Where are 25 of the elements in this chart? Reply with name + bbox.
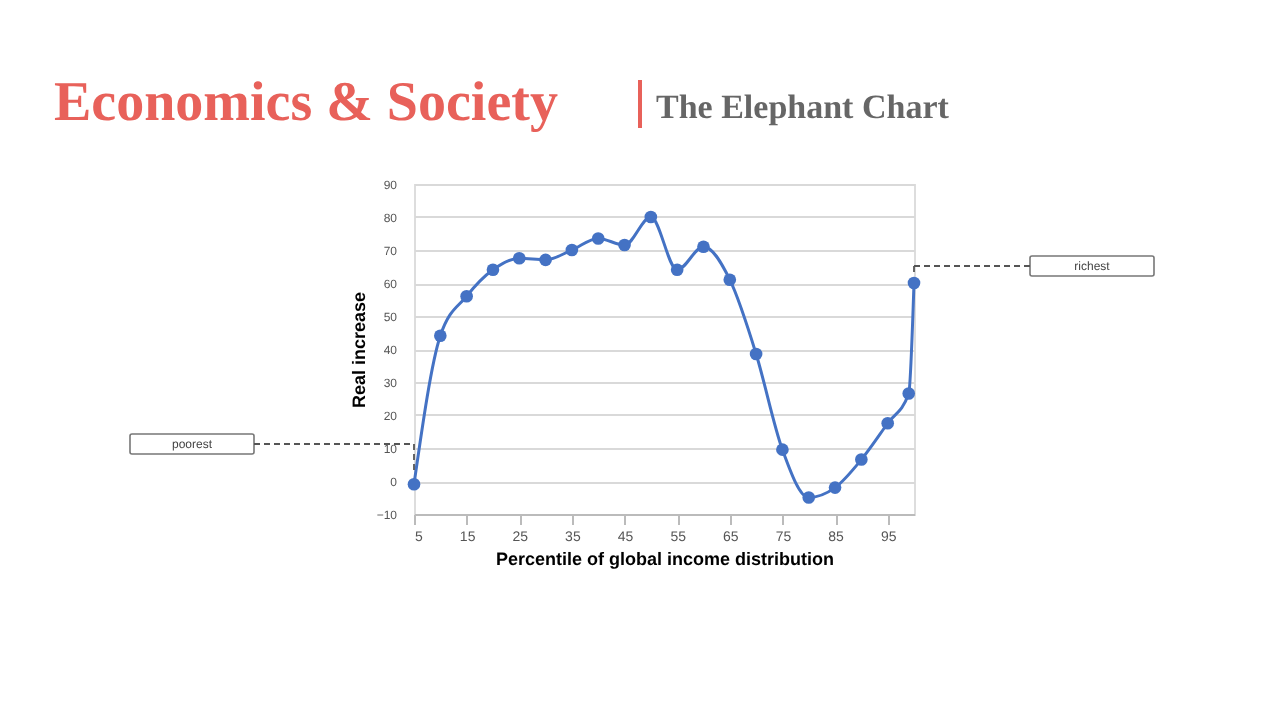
point xyxy=(486,263,500,277)
point xyxy=(565,243,579,257)
point xyxy=(512,251,526,265)
point xyxy=(776,443,789,456)
y-axis-title: Real increase xyxy=(348,291,369,409)
point xyxy=(670,263,684,277)
point xyxy=(644,210,658,224)
x-axis-title: Percentile of global income distribution xyxy=(495,549,835,569)
point xyxy=(591,232,605,245)
point xyxy=(460,289,473,303)
point xyxy=(539,253,552,267)
point xyxy=(749,347,763,361)
point xyxy=(802,491,816,504)
point xyxy=(907,276,921,290)
chart-title: Economics & Society xyxy=(54,72,558,134)
point xyxy=(697,240,710,254)
point xyxy=(855,453,868,466)
point xyxy=(723,273,737,287)
point xyxy=(407,477,421,491)
point xyxy=(828,481,842,494)
point xyxy=(902,387,916,400)
point xyxy=(618,238,631,252)
point xyxy=(881,416,895,430)
point xyxy=(433,329,447,343)
chart-subtitle: The Elephant Chart xyxy=(656,88,950,126)
